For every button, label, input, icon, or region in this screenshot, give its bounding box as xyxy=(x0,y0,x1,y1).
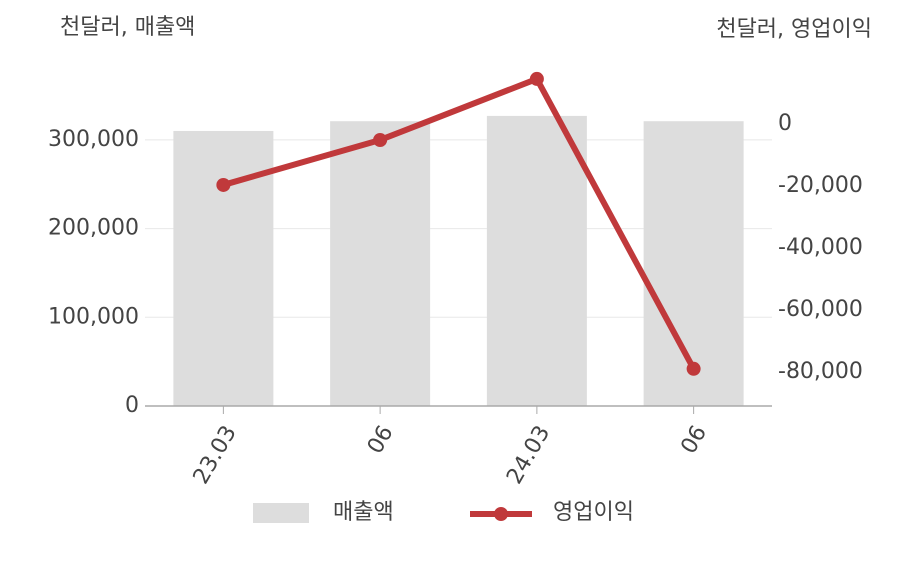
y2-tick-label: -40,000 xyxy=(778,235,863,260)
x-tick-label: 06 xyxy=(363,422,399,459)
y-tick-label: 0 xyxy=(125,393,139,418)
line-point xyxy=(216,177,231,192)
y2-tick-label: -20,000 xyxy=(778,173,863,198)
bar xyxy=(486,115,587,407)
legend-label: 매출액 xyxy=(333,500,394,525)
y-tick-label: 300,000 xyxy=(48,127,139,152)
line-point xyxy=(373,132,388,147)
legend-swatch xyxy=(253,503,309,523)
x-tick-label: 24.03 xyxy=(502,422,555,489)
bar xyxy=(643,121,744,406)
y2-tick-label: -80,000 xyxy=(778,359,863,384)
y-tick-label: 100,000 xyxy=(48,304,139,329)
y2-axis-unit: 천달러, 영업이익 xyxy=(716,17,872,42)
x-tick-label: 06 xyxy=(676,422,712,459)
legend-label: 영업이익 xyxy=(553,500,634,525)
line-point xyxy=(529,71,544,86)
legend-swatch xyxy=(494,507,508,521)
y-tick-label: 200,000 xyxy=(48,216,139,241)
line xyxy=(222,75,697,371)
bar xyxy=(330,121,431,406)
line-point xyxy=(686,361,701,376)
y2-tick-label: -60,000 xyxy=(778,297,863,322)
x-tick-label: 23.03 xyxy=(189,422,242,489)
y2-tick-label: 0 xyxy=(778,111,792,136)
y-axis-unit: 천달러, 매출액 xyxy=(60,15,195,40)
